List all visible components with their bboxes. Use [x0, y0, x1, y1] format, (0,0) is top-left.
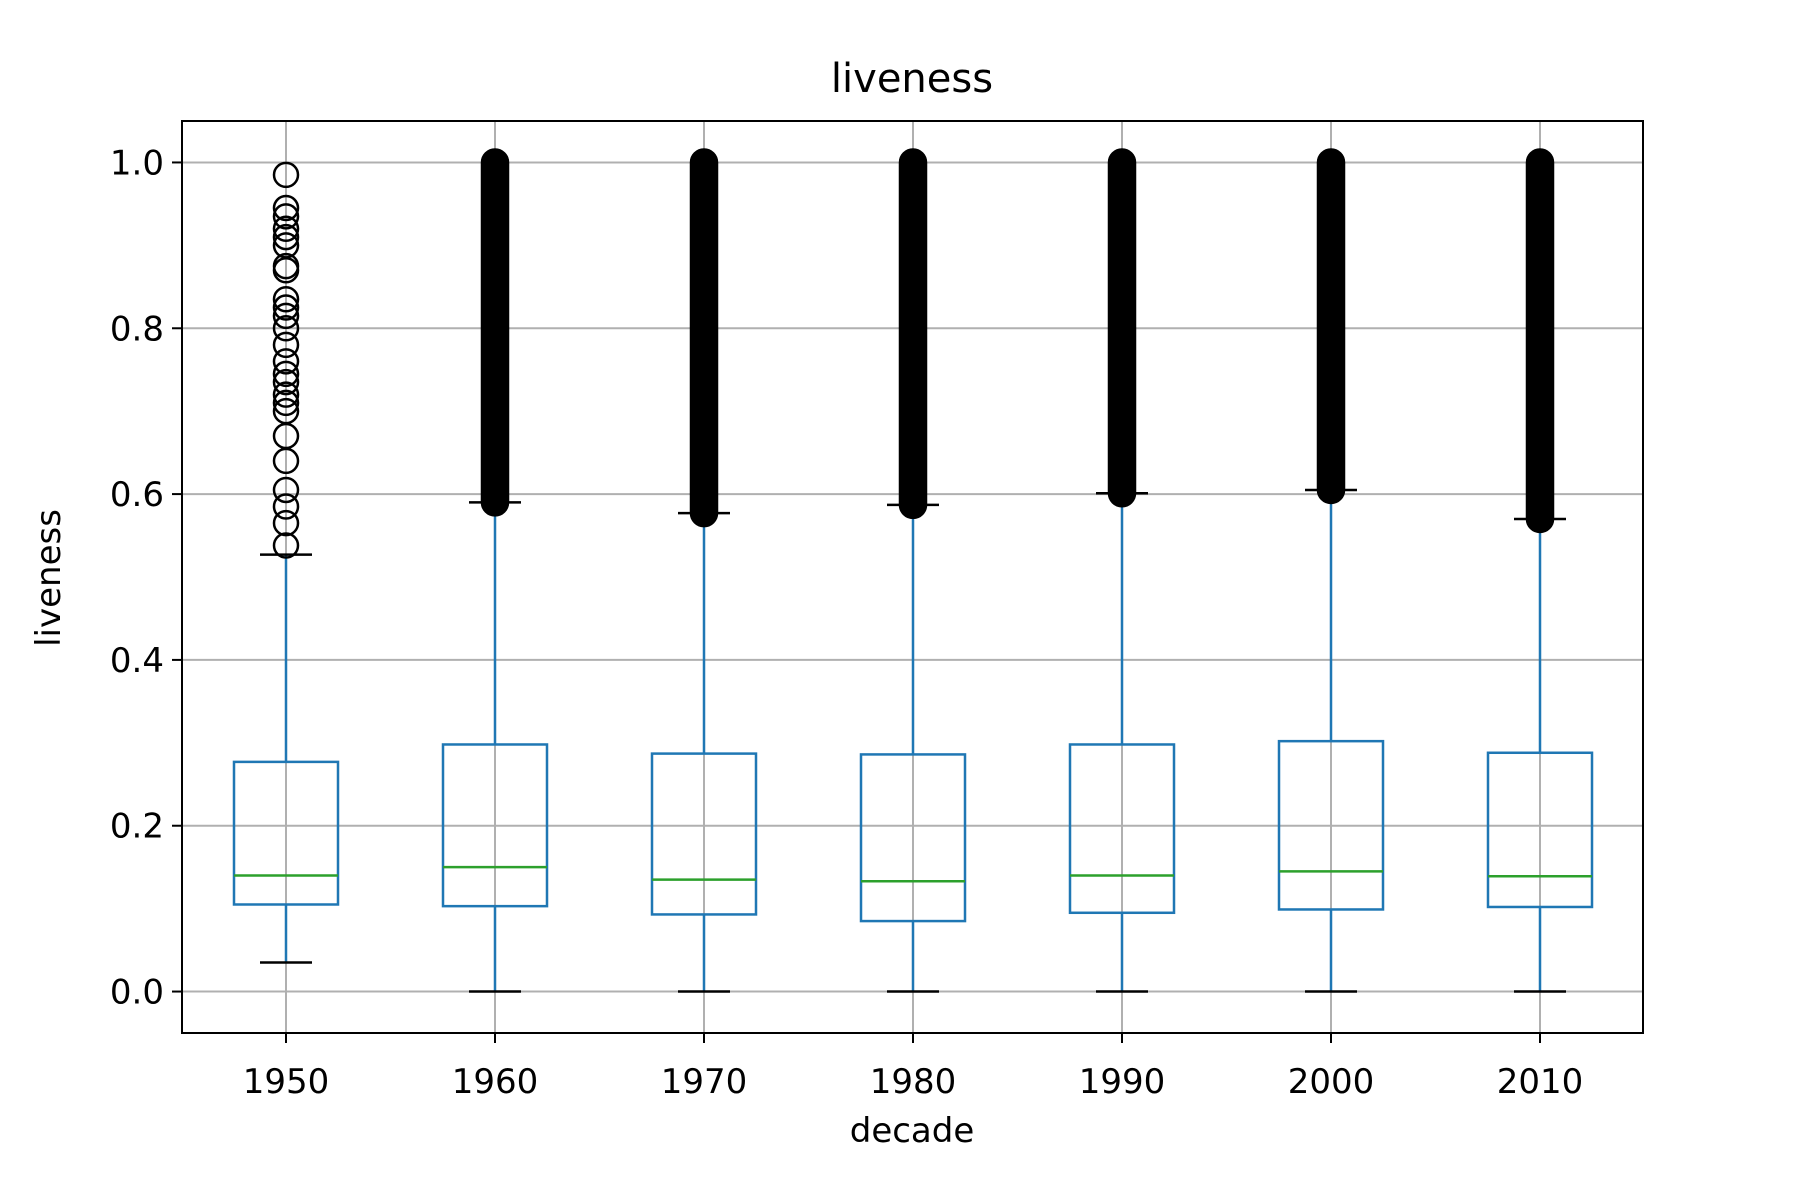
y-tick-label: 0.8: [110, 309, 164, 349]
x-tick-label: 1990: [1079, 1062, 1166, 1102]
flier-point: [272, 389, 300, 417]
y-axis-label: liveness: [29, 509, 69, 647]
flier-point: [272, 509, 300, 537]
x-tick-label: 1970: [661, 1062, 748, 1102]
flier-point: [272, 368, 300, 396]
x-tick-label: 2000: [1288, 1062, 1375, 1102]
iqr-box: [232, 760, 340, 906]
flier-band-1980: [898, 148, 928, 520]
flier-point: [272, 331, 300, 359]
box-2010: [1486, 517, 1594, 993]
flier-point: [272, 232, 300, 259]
box-1970: [650, 511, 758, 993]
flier-point: [272, 348, 300, 375]
x-tick-label: 2010: [1497, 1062, 1584, 1102]
iqr-box: [1068, 743, 1176, 915]
flier-point: [272, 294, 300, 321]
x-tick-label: 1950: [243, 1062, 330, 1102]
flier-point: [272, 381, 300, 408]
y-tick-label: 1.0: [110, 143, 164, 183]
flier-point: [272, 476, 300, 504]
x-tick-label: 1980: [870, 1062, 957, 1102]
flier-point: [272, 286, 300, 313]
y-tick-label: 0.0: [110, 973, 164, 1013]
box-1950: [232, 553, 340, 964]
box-2000: [1277, 488, 1385, 993]
iqr-box: [441, 743, 549, 908]
flier-point: [272, 397, 300, 425]
flier-point: [272, 252, 300, 280]
flier-point: [272, 161, 300, 189]
flier-band-1960: [480, 148, 510, 517]
flier-band-2010: [1525, 148, 1555, 534]
flier-layer: [272, 148, 1555, 559]
x-tick-label: 1960: [452, 1062, 539, 1102]
flier-point: [272, 194, 300, 222]
chart-title: liveness: [831, 56, 993, 102]
flier-point: [272, 360, 300, 388]
x-axis-label: decade: [850, 1111, 975, 1151]
flier-band-1970: [689, 148, 719, 528]
flier-band-1990: [1107, 148, 1137, 508]
iqr-box: [1486, 751, 1594, 909]
iqr-box: [1277, 739, 1385, 911]
flier-band-2000: [1316, 148, 1346, 505]
y-tick-label: 0.2: [110, 807, 164, 847]
y-tick-label: 0.6: [110, 475, 164, 515]
tick-layer: 0.0 0.2 0.4 0.6 0.8 1.0 1950 1960 1970 1980 1990 20…: [110, 143, 1583, 1102]
flier-point: [272, 532, 300, 559]
flier-point: [272, 493, 300, 520]
iqr-box: [650, 752, 758, 916]
flier-point: [272, 302, 300, 330]
iqr-box: [859, 753, 967, 923]
flier-point: [272, 215, 300, 243]
y-tick-label: 0.4: [110, 641, 164, 681]
flier-point: [272, 315, 300, 342]
box-1980: [859, 503, 967, 993]
flier-point: [272, 203, 300, 230]
flier-point: [272, 223, 300, 251]
box-1990: [1068, 492, 1176, 993]
